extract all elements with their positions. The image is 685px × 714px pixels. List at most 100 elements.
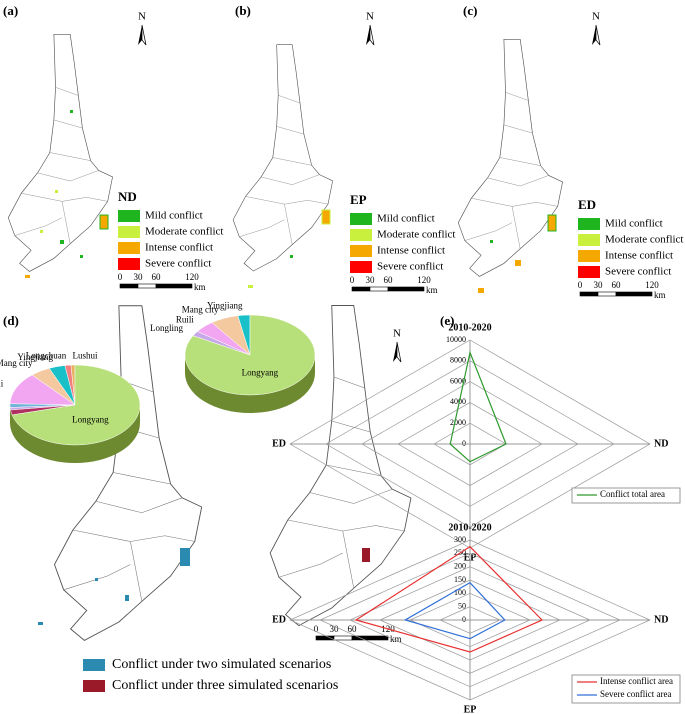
scale-label: 0 (578, 280, 583, 290)
legend-box (571, 487, 681, 504)
scale-label: 60 (612, 280, 622, 290)
legend-swatch (350, 245, 372, 257)
pie-label: Longling (150, 323, 183, 333)
north-label: N (592, 11, 600, 23)
pie-slice (11, 364, 141, 446)
legend-label: Intense conflict (377, 245, 445, 257)
tick-label: 8000 (450, 356, 466, 365)
legend-label: Severe conflict (605, 266, 671, 278)
map-b (232, 44, 334, 272)
scale-label: 120 (417, 275, 431, 285)
axis-label: ED (272, 614, 286, 625)
legend-label: Conflict under three simulated scenarios (112, 678, 338, 693)
scale-bar (597, 291, 617, 297)
radar-line (354, 545, 544, 653)
legend-label: Severe conflict (145, 258, 211, 270)
legend-swatch (578, 218, 600, 230)
legend-label: Intense conflict area (600, 676, 673, 686)
tick-label: 0 (462, 615, 466, 624)
tick-label: 200 (454, 561, 466, 570)
legend-swatch (578, 234, 600, 246)
map-c (457, 38, 563, 277)
tick-label: 100 (454, 588, 466, 597)
scale-unit: km (194, 282, 206, 292)
scale-bar (155, 283, 193, 289)
pie-label: Mang city (182, 304, 219, 314)
scale-label: 120 (645, 280, 659, 290)
axis-label: ED (272, 438, 286, 449)
pie-label: Mang city (0, 358, 33, 368)
scenario-label: ED (578, 197, 596, 212)
scale-label: 60 (152, 272, 162, 282)
panel-label: (e) (440, 313, 454, 328)
pie-slice (184, 314, 316, 396)
axis-label: 2010-2020 (448, 522, 491, 533)
legend-box (571, 674, 681, 704)
scale-label: 60 (348, 624, 358, 634)
maps (7, 24, 601, 642)
scale-label: 120 (185, 272, 199, 282)
panel-label: (d) (3, 313, 19, 328)
scale-bar (579, 291, 599, 297)
scale-bar (333, 635, 353, 641)
legend-swatch (350, 229, 372, 241)
legend-swatch (83, 659, 105, 671)
conflict-spots (25, 110, 557, 625)
north-label: N (393, 328, 401, 340)
tick-label: 6000 (450, 376, 466, 385)
legend-label: Mild conflict (377, 213, 435, 225)
scale-label: 30 (366, 275, 376, 285)
legend-swatch (578, 266, 600, 278)
north-arrows (138, 24, 601, 363)
scale-unit: km (426, 285, 438, 295)
scale-label: 0 (118, 272, 123, 282)
legend-label: Mild conflict (605, 218, 663, 230)
tick-label: 0 (462, 439, 466, 448)
legend-label: Conflict under two simulated scenarios (112, 657, 331, 672)
scale-unit: km (654, 290, 666, 300)
legend-swatch (118, 226, 140, 238)
legend-label: Severe conflict (377, 261, 443, 273)
radar-line (403, 581, 506, 640)
tick-label: 2000 (450, 418, 466, 427)
panel-label: (b) (235, 3, 251, 18)
scale-bar (351, 635, 389, 641)
legend-swatch (118, 258, 140, 270)
legend-swatch (578, 250, 600, 262)
axis-label: 2010-2020 (448, 322, 491, 333)
scenario-label: ND (118, 189, 137, 204)
pie-label: Longyang (242, 367, 279, 377)
pie-label: Yingjiang (207, 300, 243, 310)
scale-unit: km (390, 634, 402, 644)
legend-label: Severe conflict area (600, 689, 671, 699)
scenario-label: EP (350, 192, 367, 207)
pie-label: Lushui (73, 350, 99, 360)
scale-label: 0 (314, 624, 319, 634)
scale-bar (119, 283, 139, 289)
panel-label: (a) (3, 3, 18, 18)
panel-label: (c) (463, 3, 477, 18)
scale-label: 30 (594, 280, 604, 290)
axis-label: ND (654, 438, 668, 449)
scale-label: 60 (384, 275, 394, 285)
legend-swatch (83, 680, 105, 692)
pie-label: Ruili (176, 315, 195, 325)
legend-label: Intense conflict (145, 242, 213, 254)
tick-label: 50 (458, 601, 466, 610)
scale-bar (137, 283, 157, 289)
tick-label: 300 (454, 535, 466, 544)
pie-label: Longyang (72, 414, 109, 424)
pie-label: Ruili (0, 378, 4, 388)
tick-label: 150 (454, 575, 466, 584)
scale-bar (615, 291, 653, 297)
legend-label: Moderate conflict (605, 234, 684, 246)
legend-label: Conflict total area (600, 489, 665, 499)
scale-label: 0 (350, 275, 355, 285)
legend-swatch (118, 242, 140, 254)
legend-label: Mild conflict (145, 210, 203, 222)
legend-label: Moderate conflict (377, 229, 456, 241)
axis-label: EP (464, 704, 477, 714)
legend-swatch (118, 210, 140, 222)
tick-label: 10000 (446, 335, 466, 344)
